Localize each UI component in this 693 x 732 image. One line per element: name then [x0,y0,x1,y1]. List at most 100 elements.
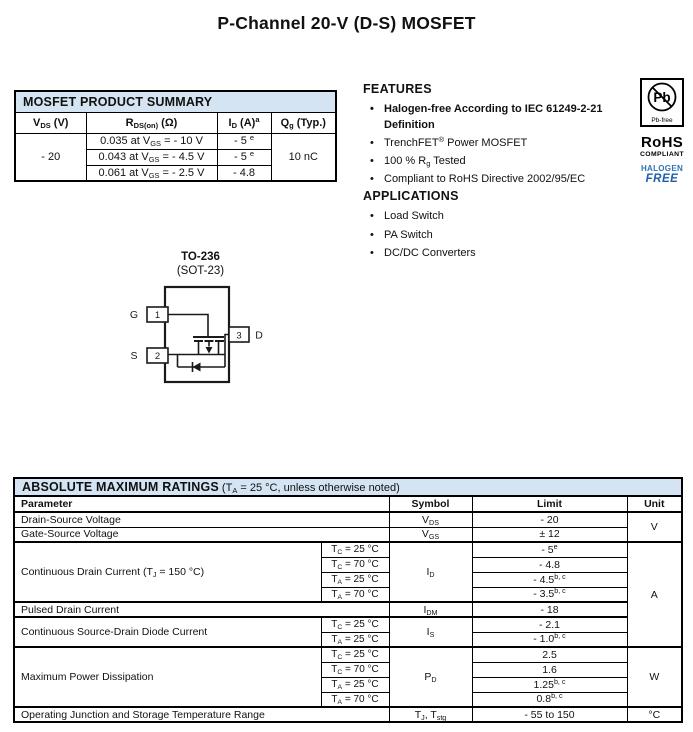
symbol-vds: VDS [388,511,473,528]
symbol-vgs: VGS [388,526,473,543]
product-summary-table: MOSFET PRODUCT SUMMARY VDS (V) RDS(on) (… [14,90,338,182]
condition: TA = 70 °C [320,586,390,603]
feature-item: TrenchFET® Power MOSFET [363,135,641,151]
limit: - 3.5b, c [471,586,628,603]
amr-title-note: (TA = 25 °C, unless otherwise noted) [221,482,400,495]
symbol-idm: IDM [388,601,473,618]
limit: 0.8b, c [471,691,628,708]
applications-list: Load Switch PA Switch DC/DC Converters [363,208,641,262]
rdson-value: 0.043 at VGS = - 4.5 V [85,148,218,166]
halogen-free-label: FREE [645,173,679,185]
features-list: Halogen-free According to IEC 61249-2-21… [363,101,641,187]
halogen-label: HALOGEN [640,164,684,173]
limit: - 5e [471,541,628,558]
page-title: P-Channel 20-V (D-S) MOSFET [217,13,476,33]
pin-1-box [146,306,169,323]
absolute-maximum-ratings-section: ABSOLUTE MAXIMUM RATINGS (TA = 25 °C, unl… [13,477,684,723]
col-header-id: ID (A)a [216,111,272,134]
gate-wire [168,313,209,337]
amr-header-unit: Unit [626,495,683,513]
param-source-drain-diode-current: Continuous Source-Drain Diode Current [13,616,322,648]
limit: - 2.1 [471,616,628,633]
package-variant: (SOT-23) [176,265,225,277]
rohs-compliant-label: COMPLIANT [640,151,684,158]
package-name: TO-236 [181,251,220,263]
condition: TC = 25 °C [320,646,390,663]
product-summary-section: MOSFET PRODUCT SUMMARY VDS (V) RDS(on) (… [14,90,338,182]
pin-3-box [228,326,250,343]
source-drain-wires [168,333,229,368]
mosfet-arrow [205,347,213,354]
rohs-label: RoHS [640,134,684,151]
features-heading: FEATURES [363,82,432,96]
unit-w: W [626,646,683,708]
pb-free-icon: Pb Pb-free [640,78,684,127]
limit: 1.6 [471,661,628,678]
param-temp-range: Operating Junction and Storage Temperatu… [13,706,390,723]
limit: - 4.8 [471,556,628,573]
product-summary-title: MOSFET PRODUCT SUMMARY [14,90,337,113]
param-maximum-power-dissipation: Maximum Power Dissipation [13,646,322,708]
symbol-pd: PD [388,646,473,708]
param-gate-source-voltage: Gate-Source Voltage [13,526,390,543]
id-value: - 5 e [216,132,272,150]
contact-wires [197,341,220,355]
feature-item: Halogen-free According to IEC 61249-2-21… [363,101,641,133]
rdson-value: 0.035 at VGS = - 10 V [85,132,218,150]
applications-heading: APPLICATIONS [363,189,459,203]
limit-vgs: ± 12 [471,526,628,543]
rdson-value: 0.061 at VGS = - 2.5 V [85,164,218,182]
id-value: - 4.8 [216,164,272,182]
qg-value: 10 nC [270,132,337,182]
package-pinout-diagram: 1 2 3 G S D [130,285,263,384]
pin-d-label: D [255,330,263,342]
condition: TA = 70 °C [320,691,390,708]
condition: TA = 25 °C [320,571,390,588]
pin-2-number: 2 [155,351,160,362]
feature-item: Compliant to RoHS Directive 2002/95/EC [363,171,641,187]
amr-header-symbol: Symbol [388,495,473,513]
application-item: Load Switch [363,208,641,225]
param-continuous-drain-current: Continuous Drain Current (TJ = 150 °C) [13,541,322,603]
pin-g-label: G [130,309,138,321]
vds-value: - 20 [14,132,87,182]
symbol-tj-tstg: TJ, Tstg [388,706,473,723]
limit-idm: - 18 [471,601,628,618]
compliance-block: Pb Pb-free RoHS COMPLIANT HALOGEN FREE [635,78,689,185]
amr-header-limit: Limit [471,495,628,513]
limit-vds: - 20 [471,511,628,528]
pin-s-label: S [130,350,137,362]
features-section: FEATURES Halogen-free According to IEC 6… [363,82,641,189]
limit-temp: - 55 to 150 [471,706,628,723]
symbol-id: ID [388,541,473,603]
param-pulsed-drain-current: Pulsed Drain Current [13,601,390,618]
pin-2-box [146,347,169,364]
amr-title-row: ABSOLUTE MAXIMUM RATINGS (TA = 25 °C, unl… [13,477,683,497]
condition: TC = 25 °C [320,616,390,633]
limit: 2.5 [471,646,628,663]
condition: TC = 70 °C [320,661,390,678]
condition: TC = 70 °C [320,556,390,573]
body-diode [192,362,201,372]
application-item: DC/DC Converters [363,245,641,262]
symbol-is: IS [388,616,473,648]
col-header-vds: VDS (V) [14,111,87,134]
pb-free-text: Pb-free [651,117,673,124]
unit-a: A [626,541,683,648]
col-header-qg: Qg (Typ.) [270,111,337,134]
limit: - 1.0b, c [471,631,628,648]
limit: - 4.5b, c [471,571,628,588]
pin-3-number: 3 [236,331,241,342]
unit-v: V [626,511,683,543]
limit: 1.25b, c [471,676,628,693]
amr-header-parameter: Parameter [13,495,390,513]
application-item: PA Switch [363,227,641,244]
id-value: - 5 e [216,148,272,166]
applications-section: APPLICATIONS Load Switch PA Switch DC/DC… [363,189,641,264]
condition: TC = 25 °C [320,541,390,558]
condition: TA = 25 °C [320,676,390,693]
unit-c: °C [626,706,683,723]
pin-1-number: 1 [155,310,160,321]
condition: TA = 25 °C [320,631,390,648]
